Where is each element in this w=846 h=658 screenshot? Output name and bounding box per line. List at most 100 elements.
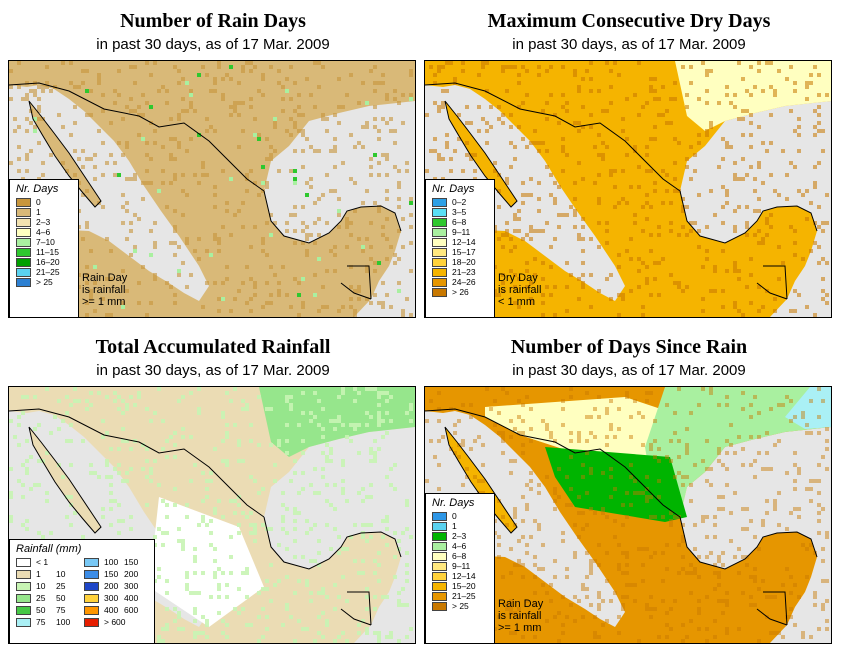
grid-cell [129, 515, 133, 519]
grid-cell [693, 169, 697, 173]
legend-range-low: 200 [104, 581, 119, 591]
grid-cell [89, 289, 93, 293]
grid-cell [741, 463, 745, 467]
grid-cell [33, 93, 37, 97]
grid-cell [665, 567, 669, 571]
grid-cell [505, 229, 509, 233]
grid-cell [301, 391, 305, 395]
grid-cell [773, 443, 777, 447]
grid-cell [605, 277, 609, 281]
grid-cell [645, 399, 649, 403]
grid-cell [533, 591, 537, 595]
grid-cell [249, 475, 253, 479]
grid-cell [373, 89, 377, 93]
grid-cell [245, 515, 249, 519]
grid-cell [13, 117, 17, 121]
grid-cell [757, 451, 761, 455]
grid-cell [89, 391, 93, 395]
baja-peninsula [29, 101, 101, 207]
grid-cell [201, 615, 205, 619]
grid-cell [785, 197, 789, 201]
grid-cell [461, 439, 465, 443]
grid-cell [637, 269, 641, 273]
grid-cell [341, 305, 345, 309]
grid-cell [621, 503, 625, 507]
grid-cell [561, 137, 565, 141]
grid-cell [169, 137, 173, 141]
grid-cell [509, 611, 513, 615]
grid-cell [573, 595, 577, 599]
grid-cell [277, 543, 281, 547]
grid-cell [605, 443, 609, 447]
grid-cell [597, 197, 601, 201]
grid-cell [289, 133, 293, 137]
rain-cell [261, 181, 265, 185]
grid-cell [237, 439, 241, 443]
legend-swatch [16, 208, 31, 217]
grid-cell [385, 293, 389, 297]
grid-cell [253, 479, 257, 483]
grid-cell [385, 527, 389, 531]
grid-cell [653, 137, 657, 141]
grid-cell [365, 523, 369, 527]
grid-cell [617, 567, 621, 571]
grid-cell [401, 309, 405, 313]
grid-cell [473, 475, 477, 479]
grid-cell [545, 69, 549, 73]
map-rain-days: Nr. Days 0 1 2–3 4–6 7–10 11–15 16–20 21–25 > 25… [8, 60, 416, 318]
grid-cell [685, 635, 689, 639]
grid-cell [709, 551, 713, 555]
grid-cell [301, 305, 305, 309]
grid-cell [241, 225, 245, 229]
grid-cell [677, 189, 681, 193]
grid-cell [173, 177, 177, 181]
grid-cell [509, 631, 513, 635]
grid-cell [381, 117, 385, 121]
grid-cell [529, 281, 533, 285]
grid-cell [217, 61, 221, 65]
grid-cell [281, 97, 285, 101]
grid-cell [149, 471, 153, 475]
grid-cell [193, 249, 197, 253]
grid-cell [569, 387, 573, 391]
map-rainfall: Rainfall (mm) < 1 1 10 10 25 25 50 50 75 75 100 10… [8, 386, 416, 644]
legend-label: 1 [36, 207, 41, 217]
grid-cell [565, 261, 569, 265]
grid-cell [489, 105, 493, 109]
grid-cell [245, 407, 249, 411]
grid-cell [21, 411, 25, 415]
grid-cell [265, 137, 269, 141]
grid-cell [145, 503, 149, 507]
grid-cell [157, 575, 161, 579]
grid-cell [805, 217, 809, 221]
grid-cell [645, 153, 649, 157]
grid-cell [261, 93, 265, 97]
grid-cell [149, 479, 153, 483]
grid-cell [149, 467, 153, 471]
grid-cell [629, 185, 633, 189]
grid-cell [609, 495, 613, 499]
grid-cell [513, 631, 517, 635]
legend-item: 16–20 [10, 257, 78, 267]
grid-cell [793, 507, 797, 511]
grid-cell [137, 133, 141, 137]
grid-cell [581, 583, 585, 587]
grid-cell [37, 105, 41, 109]
grid-cell [217, 249, 221, 253]
grid-cell [385, 237, 389, 241]
grid-cell [237, 289, 241, 293]
grid-cell [93, 309, 97, 313]
grid-cell [529, 471, 533, 475]
grid-cell [649, 249, 653, 253]
grid-cell [561, 213, 565, 217]
grid-cell [481, 65, 485, 69]
grid-cell [677, 281, 681, 285]
grid-cell [577, 237, 581, 241]
grid-cell [381, 419, 385, 423]
grid-cell [309, 483, 313, 487]
grid-cell [121, 117, 125, 121]
grid-cell [321, 467, 325, 471]
grid-cell [253, 293, 257, 297]
grid-cell [437, 69, 441, 73]
grid-cell [525, 551, 529, 555]
